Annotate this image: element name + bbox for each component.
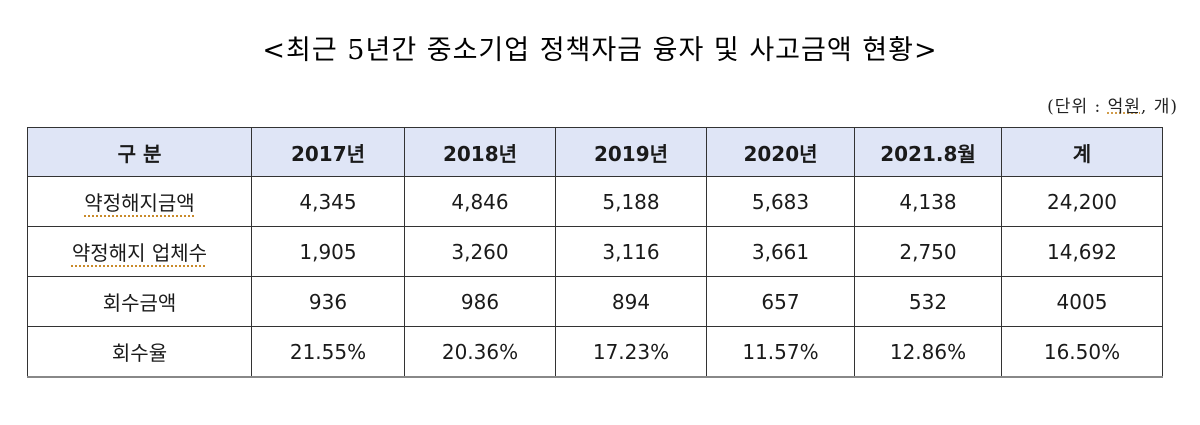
header-2020: 2020년 (706, 127, 855, 177)
cell: 1,905 (251, 226, 405, 277)
header-2017: 2017년 (251, 127, 405, 177)
cell: 21.55% (251, 326, 405, 378)
unit-prefix: (단위 : (1047, 97, 1108, 117)
cell: 4,138 (854, 176, 1002, 227)
header-category: 구 분 (27, 127, 252, 177)
header-2021-aug: 2021.8월 (854, 127, 1002, 177)
cell: 986 (404, 276, 556, 327)
funding-table: 구 분 2017년 2018년 2019년 2020년 2021.8월 계 약정… (27, 127, 1163, 378)
table-row: 회수금액 936 986 894 657 532 4005 (27, 276, 1163, 327)
row-label: 회수금액 (27, 276, 252, 327)
table-row: 약정해지 업체수 1,905 3,260 3,116 3,661 2,750 1… (27, 226, 1163, 277)
row-label: 회수율 (27, 326, 252, 378)
header-row: 구 분 2017년 2018년 2019년 2020년 2021.8월 계 (27, 127, 1163, 177)
unit-word: 억원 (1107, 97, 1141, 117)
table-row: 약정해지금액 4,345 4,846 5,188 5,683 4,138 24,… (27, 176, 1163, 227)
cell-total: 16.50% (1001, 326, 1163, 378)
cell: 894 (555, 276, 707, 327)
cell: 2,750 (854, 226, 1002, 277)
row-label: 약정해지 업체수 (27, 226, 252, 277)
cell: 3,661 (706, 226, 855, 277)
cell: 17.23% (555, 326, 707, 378)
cell: 936 (251, 276, 405, 327)
unit-note: (단위 : 억원, 개) (1047, 92, 1178, 117)
cell: 532 (854, 276, 1002, 327)
cell-total: 4005 (1001, 276, 1163, 327)
page-title: <최근 5년간 중소기업 정책자금 융자 및 사고금액 현황> (262, 35, 938, 66)
row-label: 약정해지금액 (27, 176, 252, 227)
cell: 4,846 (404, 176, 556, 227)
header-2019: 2019년 (555, 127, 707, 177)
cell: 5,188 (555, 176, 707, 227)
cell: 3,116 (555, 226, 707, 277)
cell: 12.86% (854, 326, 1002, 378)
cell-total: 14,692 (1001, 226, 1163, 277)
header-2018: 2018년 (404, 127, 556, 177)
cell: 3,260 (404, 226, 556, 277)
cell: 20.36% (404, 326, 556, 378)
table-row: 회수율 21.55% 20.36% 17.23% 11.57% 12.86% 1… (27, 326, 1163, 378)
cell-total: 24,200 (1001, 176, 1163, 227)
unit-suffix: , 개) (1140, 97, 1178, 117)
cell: 11.57% (706, 326, 855, 378)
cell: 5,683 (706, 176, 855, 227)
cell: 657 (706, 276, 855, 327)
header-total: 계 (1001, 127, 1163, 177)
cell: 4,345 (251, 176, 405, 227)
